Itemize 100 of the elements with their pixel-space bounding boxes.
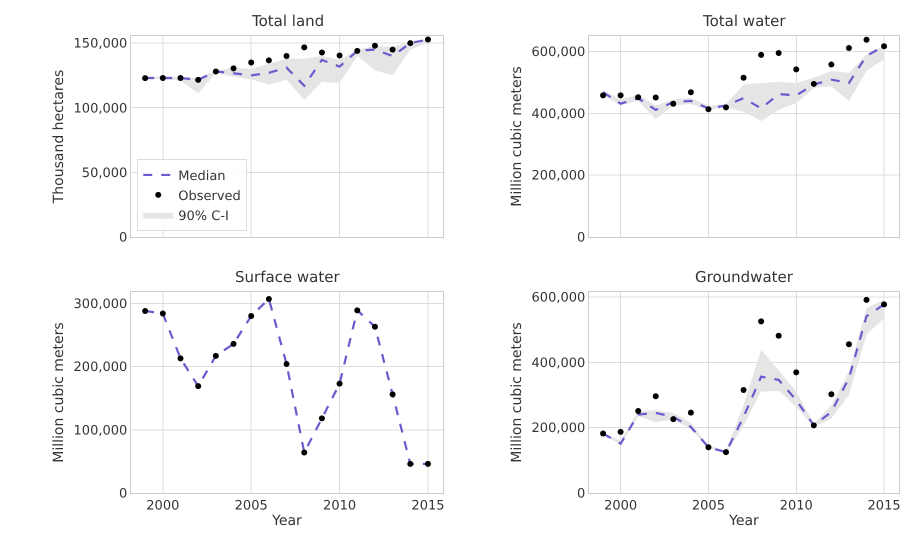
- point: [318, 415, 325, 422]
- point: [828, 61, 834, 68]
- y-tick-label: 200,000: [74, 360, 128, 376]
- point: [372, 42, 378, 49]
- point: [670, 416, 676, 422]
- y-tick-label: 400,000: [532, 356, 586, 371]
- chart-title: Total water: [702, 12, 786, 30]
- point: [828, 391, 834, 398]
- point: [810, 80, 817, 87]
- point: [354, 48, 360, 54]
- legend-label: Observed: [178, 188, 241, 204]
- point: [600, 92, 606, 98]
- y-tick-label: 200,000: [532, 421, 586, 436]
- point: [652, 393, 659, 400]
- point: [635, 94, 642, 100]
- point: [142, 75, 148, 82]
- point: [864, 36, 870, 43]
- x-tick-label: 2000: [146, 498, 180, 514]
- point: [705, 444, 712, 450]
- point: [846, 341, 852, 348]
- point: [266, 296, 272, 302]
- point: [212, 352, 219, 359]
- y-tick-label: 600,000: [532, 45, 586, 60]
- chart-title: Groundwater: [695, 268, 794, 286]
- x-axis-title: Year: [728, 513, 760, 529]
- point: [230, 65, 237, 72]
- point: [301, 450, 308, 456]
- point: [705, 106, 712, 112]
- point: [178, 355, 184, 362]
- point: [758, 318, 764, 324]
- point: [881, 301, 888, 308]
- y-axis-title: Million cubic meters: [51, 322, 68, 463]
- legend-label: Median: [178, 168, 226, 184]
- point: [793, 66, 800, 72]
- point: [776, 332, 782, 339]
- point: [810, 422, 817, 428]
- x-tick-label: 2005: [692, 498, 725, 514]
- point: [407, 460, 414, 467]
- point: [160, 310, 166, 316]
- y-axis-title: Million cubic meters: [509, 66, 526, 207]
- y-tick-label: 0: [577, 486, 586, 502]
- point: [142, 308, 148, 314]
- point: [284, 53, 290, 60]
- point: [846, 45, 852, 52]
- point: [793, 369, 800, 376]
- y-tick-label: 50,000: [82, 166, 128, 181]
- point: [212, 68, 219, 75]
- y-tick-label: 0: [577, 230, 586, 246]
- point: [635, 408, 642, 414]
- point: [248, 60, 254, 66]
- legend-label: 90% C-I: [178, 208, 229, 224]
- y-axis-title: Thousand hectares: [51, 70, 68, 204]
- x-tick-label: 2010: [780, 498, 813, 514]
- point: [688, 410, 694, 416]
- point: [230, 340, 237, 347]
- point: [740, 74, 747, 81]
- point: [864, 296, 870, 303]
- y-tick-label: 150,000: [74, 36, 128, 52]
- point: [618, 92, 624, 98]
- point: [881, 43, 888, 50]
- point: [390, 391, 396, 398]
- x-axis-title: Year: [271, 513, 302, 529]
- point: [195, 383, 202, 390]
- point: [354, 307, 360, 314]
- x-tick-label: 2000: [604, 498, 638, 514]
- x-tick-label: 2015: [411, 498, 445, 514]
- point: [178, 75, 184, 82]
- point: [723, 104, 729, 110]
- point: [284, 361, 290, 368]
- point: [301, 44, 308, 50]
- chart-title: Total land: [251, 12, 324, 30]
- point: [600, 430, 606, 437]
- point: [424, 36, 431, 42]
- y-tick-label: 600,000: [532, 290, 586, 306]
- point: [758, 52, 764, 58]
- point: [776, 50, 782, 56]
- y-axis-title: Million cubic meters: [509, 322, 526, 463]
- x-tick-label: 2010: [323, 498, 356, 514]
- point: [688, 89, 694, 96]
- x-tick-label: 2015: [868, 498, 901, 514]
- point: [618, 428, 624, 435]
- y-tick-label: 200,000: [532, 168, 586, 184]
- point: [390, 46, 396, 53]
- y-tick-label: 0: [119, 486, 128, 502]
- point: [195, 76, 202, 83]
- point: [336, 380, 343, 387]
- y-tick-label: 400,000: [532, 106, 586, 122]
- y-tick-label: 100,000: [74, 423, 128, 438]
- point: [652, 94, 659, 101]
- point: [740, 387, 747, 394]
- point: [336, 52, 343, 59]
- point: [160, 75, 166, 82]
- point: [248, 313, 254, 320]
- x-tick-label: 2005: [234, 498, 268, 514]
- point: [407, 40, 414, 46]
- y-tick-label: 300,000: [74, 296, 128, 312]
- point: [266, 57, 272, 64]
- point: [670, 100, 676, 107]
- chart-title: Surface water: [235, 268, 340, 286]
- y-tick-label: 100,000: [74, 101, 128, 116]
